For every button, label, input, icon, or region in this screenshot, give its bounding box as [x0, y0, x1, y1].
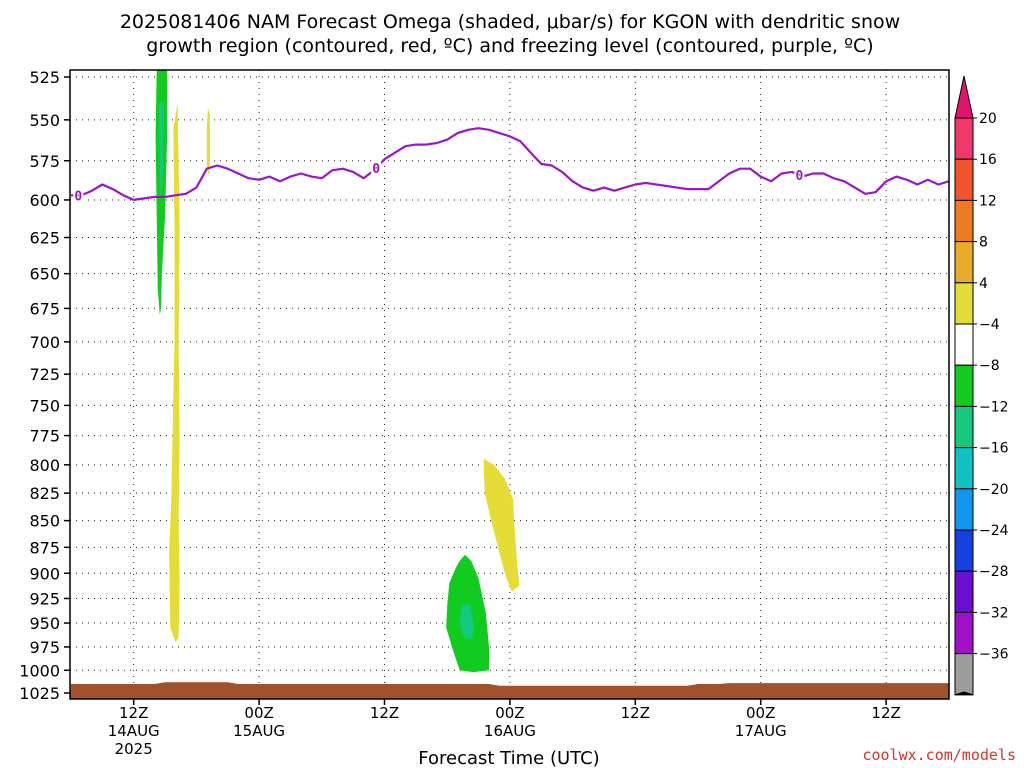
y-tick-label-14: 875 — [29, 538, 60, 557]
colorbar-segment-13 — [954, 653, 974, 696]
chart-title-line2: growth region (contoured, red, ºC) and f… — [146, 35, 873, 57]
colorbar-segment-1 — [954, 158, 974, 201]
freezing-level-label-0: 0 — [74, 189, 82, 204]
colorbar-segment-12 — [954, 611, 974, 655]
y-axis-ticks: 525 550 575 600 625 650 675 700 725 750 775 800 825 8… — [19, 68, 70, 703]
colorbar-segment-4 — [954, 282, 974, 325]
freezing-label-bg-2 — [794, 167, 805, 183]
colorbar-label-4: 4 — [979, 276, 988, 292]
freezing-level-label-1: 0 — [372, 162, 380, 177]
y-tick-label-11: 800 — [29, 456, 60, 475]
y-tick-label-16: 925 — [29, 589, 60, 608]
omega-region-1 — [158, 102, 164, 200]
y-tick-label-4: 625 — [29, 229, 60, 248]
colorbar-label-10: −24 — [979, 523, 1009, 539]
omega-region-3 — [206, 108, 210, 177]
y-tick-label-20: 1025 — [19, 684, 60, 703]
y-tick-label-12: 825 — [29, 484, 60, 503]
colorbar-label-1: 16 — [979, 152, 997, 168]
x-tick-label-2-1: 12Z — [370, 704, 399, 722]
colorbar-segment-7 — [954, 405, 974, 449]
colorbar-bottom-arrow — [954, 691, 974, 696]
terrain-fill — [70, 682, 949, 699]
colorbar: 20 16 12 8 4 −4 −8 −12 −16 −20 −24 −28 −32 −36 — [954, 75, 1009, 696]
colorbar-segment-11 — [954, 570, 974, 613]
x-axis-title: Forecast Time (UTC) — [418, 748, 599, 768]
colorbar-label-8: −16 — [979, 441, 1009, 457]
y-tick-label-15: 900 — [29, 564, 60, 583]
x-tick-label-0-2: 14AUG — [108, 722, 160, 740]
colorbar-label-7: −12 — [979, 399, 1009, 415]
y-tick-label-17: 950 — [29, 614, 60, 633]
colorbar-label-13: −36 — [979, 647, 1009, 663]
freezing-label-bg-0 — [73, 187, 84, 203]
omega-region-4 — [483, 459, 520, 592]
colorbar-top-arrow — [954, 75, 974, 119]
x-tick-label-1-2: 15AUG — [233, 722, 285, 740]
colorbar-segment-2 — [954, 199, 974, 243]
y-tick-label-19: 1000 — [19, 661, 60, 680]
y-tick-label-10: 775 — [29, 427, 60, 446]
chart-title-line1: 2025081406 NAM Forecast Omega (shaded, μ… — [120, 11, 900, 33]
x-tick-label-0-3: 2025 — [115, 740, 153, 758]
y-tick-label-18: 975 — [29, 638, 60, 657]
colorbar-label-11: −28 — [979, 564, 1009, 580]
terrain-surface — [70, 682, 949, 699]
colorbar-label-6: −8 — [979, 358, 1000, 374]
colorbar-segment-9 — [954, 488, 974, 531]
omega-shading — [155, 70, 520, 673]
colorbar-label-5: −4 — [979, 317, 1000, 333]
colorbar-segment-8 — [954, 447, 974, 490]
colorbar-segment-0 — [954, 117, 974, 160]
y-tick-label-5: 650 — [29, 265, 60, 284]
y-tick-label-7: 700 — [29, 333, 60, 352]
colorbar-segment-5 — [954, 323, 974, 366]
x-tick-label-3-2: 16AUG — [484, 722, 536, 740]
freezing-level-label-2: 0 — [795, 169, 803, 184]
y-tick-label-0: 525 — [29, 68, 60, 87]
y-tick-label-9: 750 — [29, 396, 60, 415]
freezing-label-bg-1 — [371, 160, 382, 176]
omega-region-2 — [169, 102, 180, 643]
x-tick-label-6-1: 12Z — [871, 704, 900, 722]
x-tick-label-0-1: 12Z — [119, 704, 148, 722]
omega-region-6 — [459, 603, 475, 640]
colorbar-segment-3 — [954, 241, 974, 284]
x-tick-label-5-1: 00Z — [746, 704, 775, 722]
colorbar-label-9: −20 — [979, 482, 1009, 498]
y-tick-label-8: 725 — [29, 365, 60, 384]
x-tick-label-1-1: 00Z — [244, 704, 273, 722]
colorbar-segment-10 — [954, 529, 974, 572]
freezing-level-contour: 0 0 0 — [71, 127, 950, 204]
colorbar-label-3: 8 — [979, 235, 988, 251]
y-tick-label-13: 850 — [29, 512, 60, 531]
x-tick-label-5-2: 17AUG — [735, 722, 787, 740]
y-tick-label-1: 550 — [29, 111, 60, 130]
y-tick-label-6: 675 — [29, 299, 60, 318]
y-tick-label-3: 600 — [29, 191, 60, 210]
x-tick-label-4-1: 12Z — [621, 704, 650, 722]
colorbar-label-0: 20 — [979, 111, 997, 127]
colorbar-label-2: 12 — [979, 193, 997, 209]
credit-text: coolwx.com/models — [862, 746, 1016, 764]
y-tick-label-2: 575 — [29, 152, 60, 171]
colorbar-label-12: −32 — [979, 605, 1009, 621]
x-tick-label-3-1: 00Z — [495, 704, 524, 722]
colorbar-segment-6 — [954, 364, 974, 407]
